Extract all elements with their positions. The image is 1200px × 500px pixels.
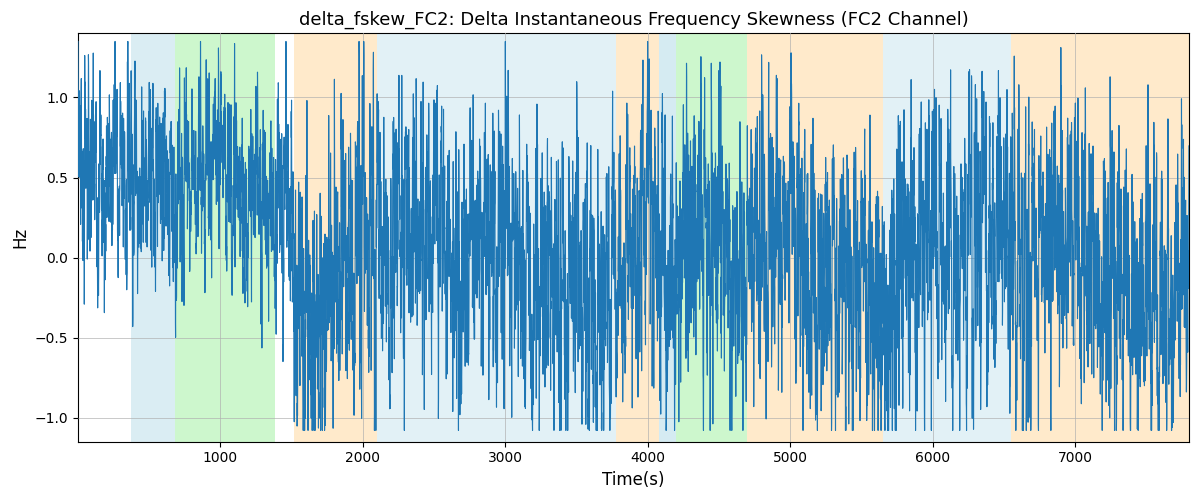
Bar: [294, 34, 377, 442]
Bar: [377, 34, 617, 442]
Bar: [617, 34, 659, 442]
Bar: [131, 34, 175, 442]
X-axis label: Time(s): Time(s): [602, 471, 665, 489]
Bar: [883, 34, 1010, 442]
Title: delta_fskew_FC2: Delta Instantaneous Frequency Skewness (FC2 Channel): delta_fskew_FC2: Delta Instantaneous Fre…: [299, 11, 968, 30]
Y-axis label: Hz: Hz: [11, 227, 29, 248]
Bar: [1010, 34, 1189, 442]
Bar: [175, 34, 275, 442]
Bar: [659, 34, 676, 442]
Bar: [676, 34, 748, 442]
Bar: [748, 34, 883, 442]
